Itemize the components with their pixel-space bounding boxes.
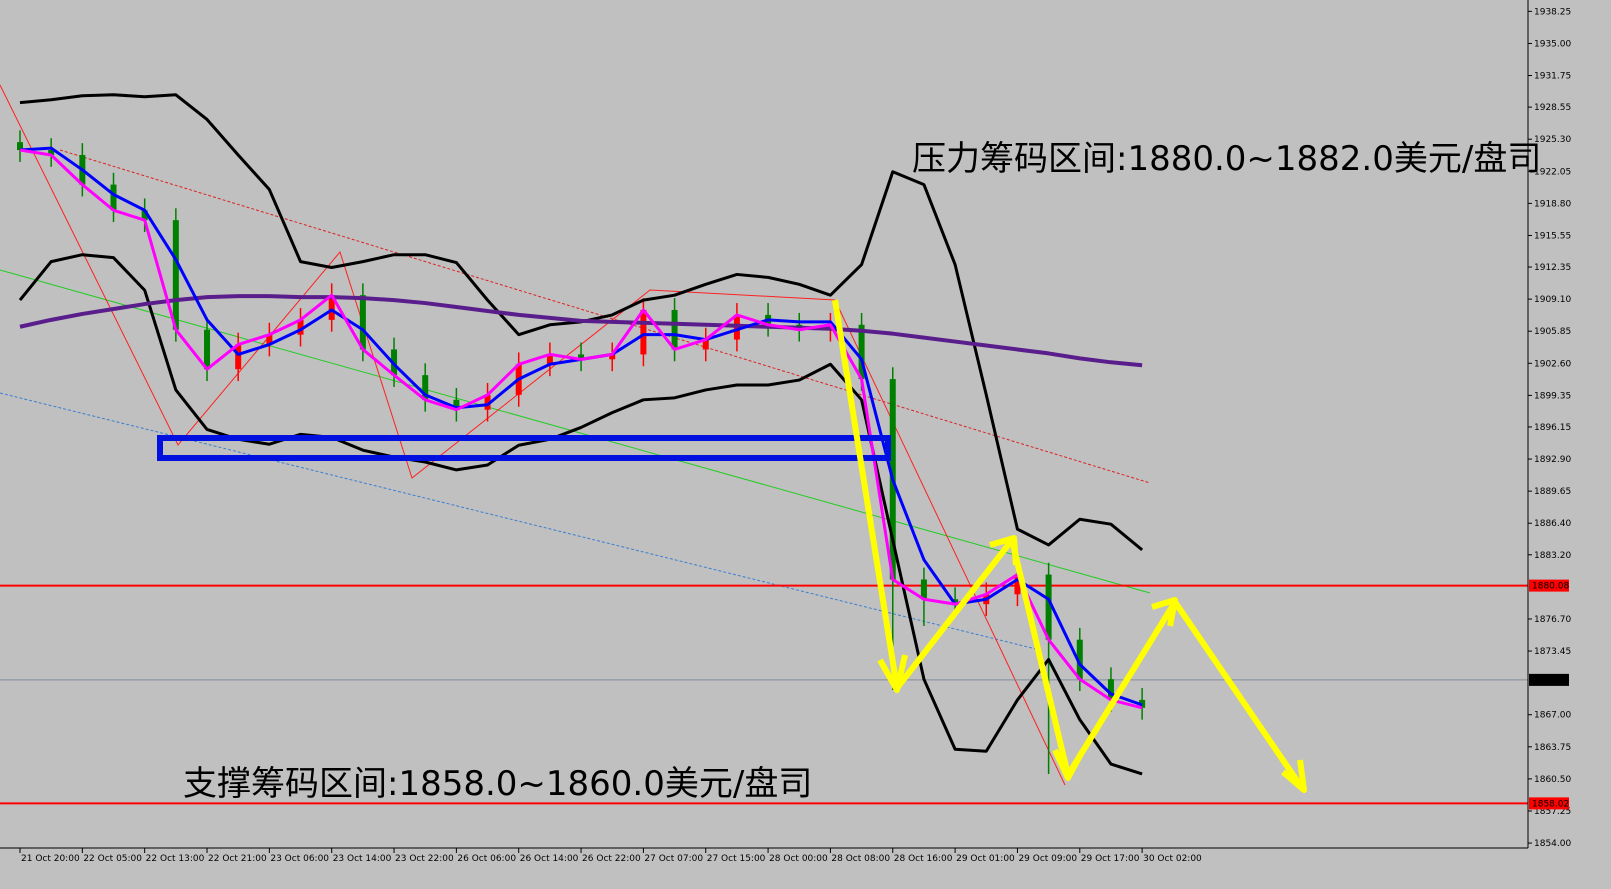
candle-body [920, 579, 927, 600]
price-label-box [1529, 797, 1569, 810]
candle-body [546, 354, 553, 365]
x-tick-label: 22 Oct 05:00 [83, 854, 142, 864]
arrow-head [877, 654, 908, 693]
candle-body [858, 324, 865, 380]
candle-body [640, 309, 647, 355]
y-tick-label: 1902.60 [1534, 359, 1571, 369]
y-tick-label: 1905.85 [1534, 327, 1571, 337]
candle-body [359, 295, 366, 350]
candle-body [266, 334, 273, 345]
x-tick-label: 28 Oct 00:00 [769, 854, 828, 864]
indicator-line [19, 148, 1143, 710]
y-tick-label: 1863.75 [1534, 743, 1571, 753]
y-tick-label: 1899.35 [1534, 391, 1571, 401]
indicator-line [18, 253, 1143, 776]
candle-body [17, 142, 23, 151]
y-tick-label: 1931.75 [1534, 72, 1571, 82]
candle-body [110, 184, 117, 211]
candle-body [328, 295, 335, 320]
x-tick-label: 23 Oct 06:00 [270, 854, 329, 864]
x-tick-label: 26 Oct 14:00 [520, 854, 579, 864]
x-tick-label: 27 Oct 07:00 [644, 854, 703, 864]
y-tick-label: 1857.25 [1534, 807, 1571, 817]
indicator-line [19, 294, 1143, 368]
price-label: 1870.53 [1532, 676, 1569, 686]
y-tick-label: 1873.45 [1534, 647, 1571, 657]
candle-body [609, 354, 616, 360]
x-tick-label: 29 Oct 01:00 [956, 854, 1015, 864]
price-label-box [1529, 673, 1569, 686]
candle-body [172, 220, 179, 330]
arrows [832, 299, 1307, 793]
annotation: 压力筹码区间:1880.0~1882.0美元/盘司 [912, 139, 1541, 179]
arrow-head [989, 535, 1019, 566]
arrow-head [1151, 597, 1178, 627]
y-tick-label: 1935.00 [1534, 39, 1571, 49]
arrow-head [1052, 748, 1085, 781]
y-tick-label: 1854.00 [1534, 839, 1571, 849]
x-tick-label: 26 Oct 22:00 [582, 854, 641, 864]
candle-body [297, 319, 304, 335]
candle-body [141, 210, 148, 221]
trend-line [0, 269, 1151, 594]
y-tick-label: 1918.80 [1534, 199, 1571, 209]
x-tick-label: 29 Oct 09:00 [1018, 854, 1077, 864]
x-tick-label: 29 Oct 17:00 [1081, 854, 1140, 864]
y-tick-label: 1925.30 [1534, 135, 1571, 145]
x-tick-label: 23 Oct 14:00 [333, 854, 392, 864]
x-tick-label: 27 Oct 15:00 [707, 854, 766, 864]
zone-box [157, 435, 891, 461]
x-tick-label: 23 Oct 22:00 [395, 854, 454, 864]
candle-body [204, 329, 211, 370]
price-label: 1880.08 [1532, 582, 1569, 592]
y-tick-label: 1860.50 [1534, 775, 1571, 785]
candle-body [235, 344, 242, 370]
y-tick-label: 1886.40 [1534, 519, 1571, 529]
y-tick-label: 1922.05 [1534, 167, 1571, 177]
x-tick-label: 30 Oct 02:00 [1143, 854, 1202, 864]
candle-body [1045, 574, 1052, 640]
y-tick-label: 1896.15 [1534, 423, 1571, 433]
y-tick-label: 1915.55 [1534, 231, 1571, 241]
x-tick-label: 28 Oct 16:00 [894, 854, 953, 864]
price-label-box [1529, 579, 1569, 592]
y-tick-label: 1892.90 [1534, 455, 1571, 465]
y-tick-label: 1876.70 [1534, 615, 1571, 625]
plot [0, 93, 1528, 805]
annotation: 支撑筹码区间:1858.0~1860.0美元/盘司 [183, 764, 812, 804]
y-tick-label: 1912.35 [1534, 263, 1571, 273]
y-tick-label: 1928.55 [1534, 103, 1571, 113]
candle-body [1076, 639, 1083, 680]
candle-body [484, 394, 491, 410]
y-tick-label: 1909.10 [1534, 295, 1571, 305]
y-tick-label: 1867.00 [1534, 711, 1571, 721]
y-tick-label: 1883.20 [1534, 551, 1571, 561]
candle-body [702, 339, 709, 350]
x-tick-label: 22 Oct 21:00 [208, 854, 267, 864]
candle-body [1107, 679, 1114, 700]
candle-body [453, 399, 460, 410]
price-label: 1858.02 [1532, 799, 1569, 809]
candle-body [1014, 574, 1021, 595]
candle-body [578, 354, 585, 360]
arrow-head [1281, 759, 1307, 793]
candle-body [48, 150, 55, 155]
x-tick-label: 22 Oct 13:00 [146, 854, 205, 864]
candle-body [422, 375, 429, 400]
y-tick-label: 1938.25 [1534, 7, 1571, 17]
x-tick-label: 21 Oct 20:00 [21, 854, 80, 864]
y-tick-label: 1889.65 [1534, 487, 1571, 497]
trend-line [0, 392, 1041, 651]
arrow-path [832, 299, 1305, 790]
candle-body [671, 309, 678, 350]
x-tick-label: 26 Oct 06:00 [457, 854, 516, 864]
x-tick-label: 28 Oct 08:00 [831, 854, 890, 864]
